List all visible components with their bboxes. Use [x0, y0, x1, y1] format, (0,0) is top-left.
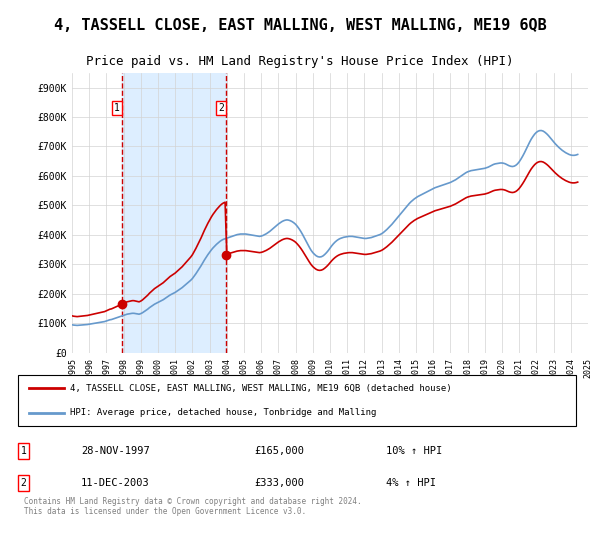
Text: 1: 1	[20, 446, 26, 456]
Text: 28-NOV-1997: 28-NOV-1997	[81, 446, 150, 456]
Text: HPI: Average price, detached house, Tonbridge and Malling: HPI: Average price, detached house, Tonb…	[70, 408, 376, 417]
Text: 4, TASSELL CLOSE, EAST MALLING, WEST MALLING, ME19 6QB: 4, TASSELL CLOSE, EAST MALLING, WEST MAL…	[53, 18, 547, 33]
Text: Price paid vs. HM Land Registry's House Price Index (HPI): Price paid vs. HM Land Registry's House …	[86, 55, 514, 68]
Text: 4, TASSELL CLOSE, EAST MALLING, WEST MALLING, ME19 6QB (detached house): 4, TASSELL CLOSE, EAST MALLING, WEST MAL…	[70, 384, 451, 393]
Text: Contains HM Land Registry data © Crown copyright and database right 2024.
This d: Contains HM Land Registry data © Crown c…	[23, 497, 361, 516]
Text: £333,000: £333,000	[254, 478, 304, 488]
Text: 11-DEC-2003: 11-DEC-2003	[81, 478, 150, 488]
FancyBboxPatch shape	[18, 375, 577, 426]
Text: £165,000: £165,000	[254, 446, 304, 456]
Text: 2: 2	[218, 103, 224, 113]
Text: 2: 2	[20, 478, 26, 488]
Text: 10% ↑ HPI: 10% ↑ HPI	[386, 446, 443, 456]
Text: 1: 1	[114, 103, 119, 113]
Bar	[122, 73, 226, 353]
Text: 4% ↑ HPI: 4% ↑ HPI	[386, 478, 436, 488]
